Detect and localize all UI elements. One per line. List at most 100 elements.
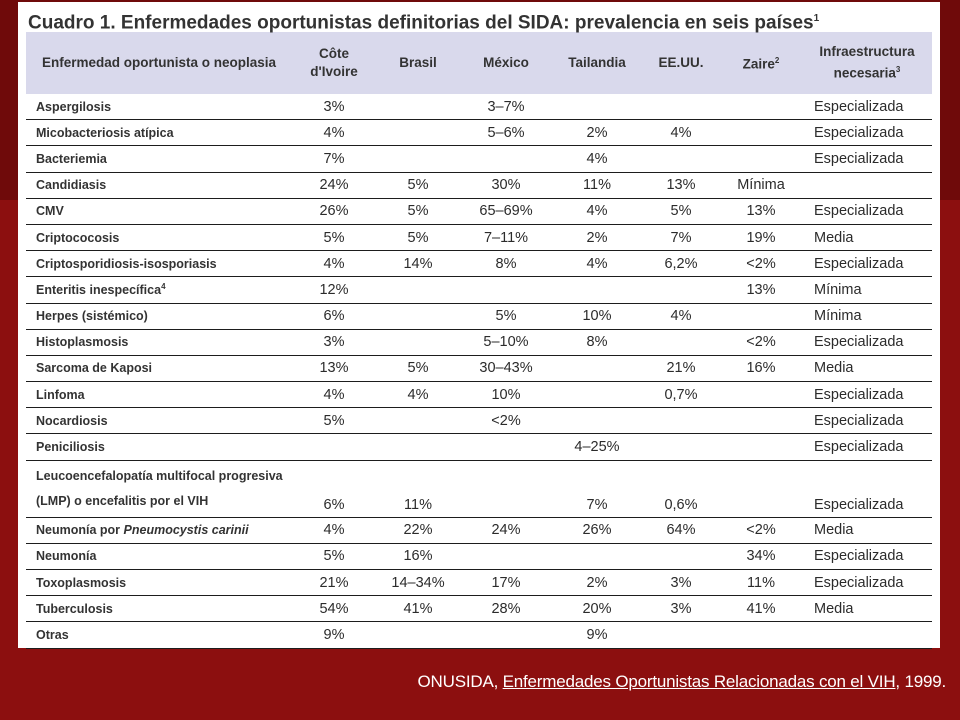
cell-zaire: <2% [746,522,776,539]
cell-tailandia: 2% [586,574,608,591]
cell-cote: 4% [323,255,345,272]
cell-disease: Criptococosis [26,224,292,250]
table-row: Candidiasis 24% 5% 30% 11% 13% Mínima [26,172,932,199]
cell-zaire: 16% [746,360,776,377]
cell-brasil: 11% [404,496,432,513]
cell-zaire [720,94,802,120]
table-card: Cuadro 1. Enfermedades oportunistas defi… [18,2,940,649]
cell-cote: 7% [323,150,345,167]
table-row: Criptosporidiosis-isosporiasis 4% 14% 8% 4% 6… [26,251,932,277]
table-row: Neumonía por Pneumocystis carinii 4% 22% 24… [26,517,932,544]
cell-brasil [376,329,460,355]
cell-eeuu [642,622,720,648]
cell-zaire [720,303,802,329]
cell-tailandia: 8% [586,334,608,351]
disease-name: Criptococosis [36,230,120,245]
cell-tailandia [552,382,642,408]
cell-disease: Sarcoma de Kaposi [26,355,292,381]
caption-work-link[interactable]: Enfermedades Oportunistas Relacionadas c… [502,672,896,691]
header-brasil: Brasil [399,55,437,70]
cell-eeuu: 4% [670,308,692,325]
cell-eeuu [642,434,720,460]
header-zaire-footnote: 2 [774,56,780,66]
cell-tailandia [552,94,642,120]
cell-mexico: 30–43% [479,360,533,377]
cell-cote: 21% [319,574,349,591]
disease-name: Micobacteriosis atípica [36,125,174,140]
cell-disease: Leucoencefalopatía multifocal progresiva… [26,460,292,517]
cell-infra: Media [814,229,854,246]
cell-mexico: 10% [491,386,521,403]
cell-zaire [720,146,802,172]
disease-name: Criptosporidiosis-isosporiasis [36,256,217,271]
cell-mexico: 5–10% [483,334,529,351]
cell-disease: Tuberculosis [26,596,292,622]
disease-footnote: 4 [161,282,166,292]
cell-disease: Herpes (sistémico) [26,303,292,329]
cell-mexico [460,622,552,648]
cell-cote: 6% [323,496,345,513]
cell-cote: 3% [323,334,345,351]
cell-mexico [460,543,552,569]
cell-tailandia: 20% [582,600,612,617]
cell-tailandia: 4% [586,150,608,167]
cell-cote: 4% [323,124,345,141]
disease-name: Histoplasmosis [36,335,129,350]
cell-brasil: 14–34% [391,574,445,591]
cell-brasil: 4% [407,386,429,403]
cell-brasil [376,434,460,460]
cell-infra: Especializada [814,386,904,403]
cell-tailandia: 26% [582,522,612,539]
cell-mexico: 7–11% [483,229,529,246]
disease-name-italic: Pneumocystis carinii [123,523,249,538]
disease-name: Bacteriemia [36,151,107,166]
table-row: Nocardiosis 5% <2% Especializada [26,408,932,434]
cell-mexico: 8% [495,255,517,272]
cell-eeuu: 4% [670,124,692,141]
header-infra-label: Infraestructura necesaria [819,44,915,81]
cell-tailandia: 10% [582,308,612,325]
cell-eeuu [642,146,720,172]
prevalence-table: Enfermedad oportunista o neoplasia Côte … [26,32,932,649]
cell-infra: Especializada [814,548,904,565]
table-row: Enteritis inespecífica4 12% 13% Mínima [26,277,932,303]
disease-name: Enteritis inespecífica [36,283,162,298]
cell-zaire: 34% [746,548,776,565]
cell-brasil: 5% [407,177,429,194]
caption-year: , 1999. [895,672,946,691]
cell-eeuu [642,408,720,434]
cell-cote: 3% [323,98,345,115]
cell-zaire: 11% [747,574,775,591]
cell-eeuu [642,543,720,569]
cell-zaire: Mínima [737,177,785,194]
cell-brasil [376,120,460,146]
cell-cote: 4% [323,386,345,403]
header-zaire-label: Zaire [742,56,775,72]
table-row: Bacteriemia 7% 4% Especializada [26,146,932,173]
table-row: Otras 9% 9% [26,622,932,649]
cell-brasil [376,277,460,303]
table-row: Aspergilosis 3% 3–7% Especializada [26,94,932,120]
table-title: Cuadro 1. Enfermedades oportunistas defi… [26,6,932,33]
cell-mexico: 3–7% [487,98,525,115]
cell-tailandia [552,408,642,434]
header-infra: Infraestructura necesaria3 [802,32,932,94]
cell-infra: Media [814,600,854,617]
cell-disease: Toxoplasmosis [26,570,292,596]
cell-cote: 5% [323,412,345,429]
cell-infra: Especializada [814,439,904,456]
cell-disease: Bacteriemia [26,146,292,172]
cell-mexico: 30% [491,177,521,194]
cell-zaire: <2% [746,255,776,272]
cell-mexico: 65–69% [479,203,533,220]
cell-mexico [460,277,552,303]
cell-disease: Histoplasmosis [26,329,292,355]
cell-mexico: 5% [495,308,517,325]
cell-infra: Especializada [814,98,904,115]
cell-mexico [460,146,552,172]
cell-mexico: 24% [491,522,521,539]
disease-name: Tuberculosis [36,601,113,616]
cell-cote: 5% [323,229,345,246]
cell-tailandia: 4% [586,255,608,272]
disease-name: Neumonía por [36,523,124,538]
